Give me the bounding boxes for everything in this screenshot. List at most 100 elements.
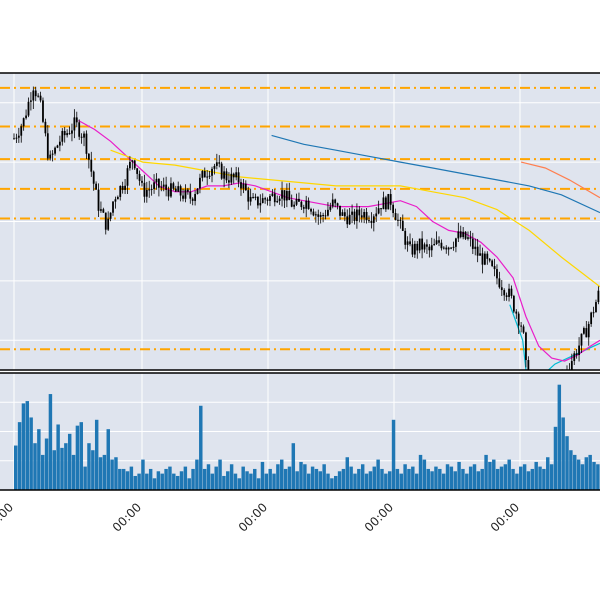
candle-body-32 [90,159,93,172]
candle-body-13 [44,121,47,134]
candle-body-203 [503,290,506,296]
candle-body-79 [203,171,206,178]
candle-body-154 [384,197,387,210]
candle-body-96 [244,183,247,191]
candle-body-151 [377,208,380,214]
volume-bar-51 [210,473,215,490]
volume-bar-96 [384,473,388,490]
candle-body-39 [107,218,110,230]
candle-body-208 [515,311,518,314]
candle-body-59 [155,178,158,183]
candle-body-89 [228,180,230,183]
candle-body-2 [17,135,20,138]
candle-body-172 [428,246,431,251]
candle-body-204 [505,295,508,297]
volume-bar-145 [573,454,577,490]
volume-bar-3 [25,401,30,490]
candle-body-60 [157,178,160,188]
volume-bar-76 [307,473,311,490]
series-line-3 [110,149,600,288]
volume-bar-1 [17,422,22,490]
candle-body-11 [39,95,42,101]
volume-bar-60 [245,471,249,490]
candle-body-45 [121,185,124,190]
candle-body-65 [170,183,172,197]
volume-bar-0 [14,445,18,490]
volume-bar-115 [457,461,461,490]
volume-bar-122 [484,454,488,490]
volume-bar-29 [125,471,130,490]
volume-bar-68 [276,464,280,490]
candle-body-5 [25,115,27,119]
candle-body-198 [491,260,494,267]
candle-body-201 [498,278,501,288]
volume-bar-114 [453,471,457,490]
volume-bar-31 [133,475,137,490]
volume-bar-5 [33,443,37,490]
volume-bar-43 [179,471,184,490]
volume-bar-42 [175,475,180,490]
x-tick-label-1: 00:00 [110,500,144,534]
x-tick-label-2: 00:00 [236,500,270,534]
volume-bar-4 [29,417,33,490]
candle-body-30 [85,133,88,154]
candle-body-78 [201,171,204,178]
candle-body-209 [517,313,520,326]
volume-bar-9 [48,394,53,490]
volume-bar-111 [441,473,446,490]
volume-bar-61 [249,473,253,490]
candle-body-144 [360,215,363,218]
candle-body-16 [51,153,54,155]
candle-body-47 [126,168,129,186]
candle-body-73 [189,191,192,199]
candle-body-138 [346,216,349,225]
x-axis-ticks: 00:00 00:00 00:00 00:00 00:00 [0,500,522,534]
volume-bar-139 [549,464,554,490]
candle-body-93 [237,172,240,183]
candle-body-128 [322,215,324,217]
candle-body-143 [358,209,361,216]
candle-body-8 [32,90,35,101]
candle-body-109 [276,201,279,203]
volume-bar-92 [368,471,373,490]
candle-body-232 [573,353,576,362]
volume-bar-41 [172,473,176,490]
volume-bar-20 [91,450,95,490]
candle-body-211 [522,326,525,333]
volume-bar-151 [596,464,600,490]
candle-body-195 [483,253,486,265]
candle-body-107 [271,193,274,196]
candle-body-199 [493,266,496,270]
candle-body-168 [418,238,421,251]
candle-body-40 [109,212,112,219]
candle-body-191 [474,246,477,249]
candle-body-15 [49,154,52,159]
volume-bar-33 [141,459,145,490]
volume-bar-126 [499,466,504,490]
candle-body-10 [37,95,40,97]
volume-bar-149 [588,454,592,490]
x-tick-label-4: 00:00 [488,500,522,534]
candle-body-31 [87,153,90,160]
candle-body-235 [580,333,583,346]
candle-body-150 [375,213,378,217]
volume-bar-37 [156,471,161,490]
candle-body-80 [206,176,209,178]
volume-bar-137 [542,468,546,490]
volume-bar-129 [511,468,515,490]
candle-body-234 [578,345,580,356]
candle-body-14 [46,133,49,159]
volume-bar-26 [114,457,118,490]
candle-body-115 [290,200,293,207]
volume-bar-148 [584,457,589,490]
volume-bar-19 [87,443,91,490]
candle-body-53 [141,180,143,183]
volume-bar-15 [71,454,76,490]
volume-bar-52 [214,466,218,490]
volume-bar-98 [391,419,396,490]
volume-bar-97 [387,471,392,490]
candle-body-159 [397,219,399,221]
volume-bar-70 [283,468,288,490]
volume-bar-116 [461,468,465,490]
